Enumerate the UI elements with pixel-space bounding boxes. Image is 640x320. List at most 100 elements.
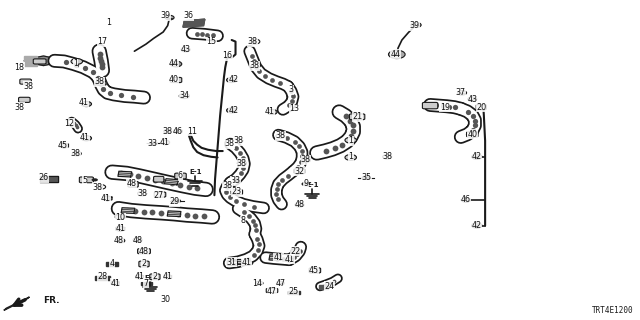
FancyBboxPatch shape [128,181,138,187]
Text: 8: 8 [241,216,246,225]
Circle shape [250,39,260,44]
Circle shape [301,158,310,162]
Circle shape [276,281,284,285]
Circle shape [472,154,482,159]
FancyBboxPatch shape [266,288,278,293]
Circle shape [385,156,389,158]
Circle shape [278,135,282,137]
Text: 41: 41 [110,279,120,288]
Polygon shape [60,143,68,148]
Text: 33: 33 [147,140,157,148]
Text: 46: 46 [461,196,471,204]
Text: 41: 41 [79,133,90,142]
Circle shape [138,191,147,196]
Text: 16: 16 [222,52,232,60]
Circle shape [383,155,392,159]
Text: 26: 26 [38,173,49,182]
FancyBboxPatch shape [150,274,160,280]
Text: 11: 11 [187,127,197,136]
FancyBboxPatch shape [422,102,438,109]
Text: 1: 1 [348,152,353,161]
Text: 28: 28 [97,272,108,281]
Circle shape [179,93,189,99]
Text: 48: 48 [113,236,124,245]
Circle shape [388,50,405,59]
Text: 38: 38 [248,37,258,46]
Text: 12: 12 [64,119,74,128]
Text: 40: 40 [467,130,477,139]
Circle shape [474,224,479,227]
Text: 41: 41 [273,253,284,262]
Text: 20: 20 [476,103,486,112]
FancyBboxPatch shape [33,59,46,64]
Circle shape [173,129,182,133]
FancyBboxPatch shape [227,260,237,266]
Text: 6: 6 [178,172,183,180]
Text: 22: 22 [291,247,301,256]
FancyBboxPatch shape [170,77,182,83]
Text: 7: 7 [143,279,148,288]
Text: 38: 38 [275,132,285,140]
Text: 15: 15 [206,37,216,46]
Polygon shape [302,158,310,162]
Circle shape [301,182,310,186]
Circle shape [458,91,467,95]
Circle shape [252,63,260,68]
Circle shape [115,214,125,220]
Polygon shape [118,171,132,177]
Text: 42: 42 [228,76,239,84]
Circle shape [295,203,304,207]
Circle shape [468,97,477,101]
Text: 41: 41 [163,272,173,281]
Polygon shape [116,226,125,231]
Text: 38: 38 [224,140,234,148]
Text: 36: 36 [184,12,194,20]
Text: 32: 32 [294,167,305,176]
Text: 9: 9 [303,180,308,188]
Text: 2: 2 [141,260,147,268]
Circle shape [295,169,304,173]
Text: 19: 19 [440,103,450,112]
Circle shape [71,59,83,64]
Polygon shape [111,281,119,285]
FancyBboxPatch shape [231,189,243,194]
Circle shape [229,79,234,81]
Circle shape [233,179,241,183]
Circle shape [291,249,301,254]
Text: 38: 38 [222,181,232,190]
Text: 14: 14 [252,279,262,288]
Text: 13: 13 [289,104,300,113]
FancyBboxPatch shape [139,261,149,267]
Polygon shape [4,297,29,310]
Text: 38: 38 [163,127,173,136]
Text: 42: 42 [228,106,239,115]
Text: 2: 2 [152,272,157,281]
Circle shape [181,47,190,52]
Text: 45: 45 [58,141,68,150]
FancyBboxPatch shape [20,79,31,84]
Polygon shape [40,176,58,182]
Circle shape [166,130,170,132]
Text: 38: 38 [237,159,247,168]
Circle shape [236,140,240,142]
Polygon shape [288,291,300,294]
Text: 24: 24 [324,282,335,291]
Text: 5: 5 [82,176,87,185]
Circle shape [244,261,253,265]
Text: 35: 35 [361,173,371,182]
Text: 41: 41 [78,98,88,107]
Text: FR.: FR. [44,296,60,305]
Text: 38: 38 [24,82,34,91]
Text: 47: 47 [275,279,285,288]
Text: 25: 25 [288,287,298,296]
FancyBboxPatch shape [175,173,186,179]
Circle shape [252,40,257,43]
Circle shape [164,129,172,133]
Circle shape [133,238,142,242]
Text: 41: 41 [115,224,125,233]
Text: 48: 48 [294,200,305,209]
Polygon shape [24,56,37,66]
Text: 41: 41 [160,138,170,147]
Circle shape [472,223,482,228]
Text: 34: 34 [179,92,189,100]
